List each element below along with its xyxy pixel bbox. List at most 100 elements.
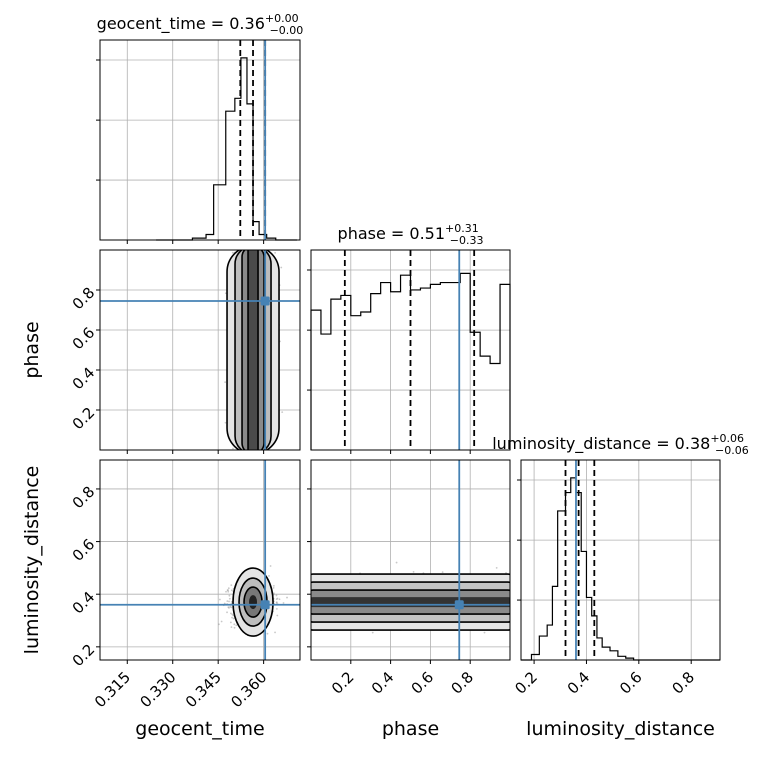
x-tick-label-luminosity_distance: 0.6 xyxy=(616,668,646,698)
y-tick-label-luminosity_distance: 0.6 xyxy=(69,535,99,565)
title-lower-error: −0.33 xyxy=(450,234,484,247)
sample-point xyxy=(230,589,233,592)
x-tick-label-phase: 0.6 xyxy=(408,668,438,698)
y-tick-label-phase: 0.4 xyxy=(69,364,99,394)
panel-frame xyxy=(99,249,301,451)
sample-point xyxy=(220,620,223,623)
sample-point xyxy=(274,631,276,634)
x-tick-label-geocent_time: 0.330 xyxy=(136,668,179,711)
contour-1 xyxy=(234,250,272,450)
x-tick-label-luminosity_distance: 0.2 xyxy=(511,668,541,698)
panel-title-phase: phase = 0.51+0.31 −0.33 xyxy=(338,222,484,247)
sample-point xyxy=(226,600,229,603)
contour-2 xyxy=(311,589,510,615)
sample-point xyxy=(483,631,486,634)
title-main: luminosity_distance = 0.38 xyxy=(492,434,710,454)
contour-0 xyxy=(311,573,510,631)
y-tick-label-luminosity_distance: 0.2 xyxy=(69,640,99,670)
panel-title-luminosity_distance: luminosity_distance = 0.38+0.06 −0.06 xyxy=(492,432,749,457)
sample-point xyxy=(275,601,278,604)
sample-point xyxy=(286,596,288,599)
sample-point xyxy=(371,631,374,634)
y-tick-label-phase: 0.6 xyxy=(69,324,99,354)
truth-marker xyxy=(260,600,270,610)
scatter-panel-phase-vs-luminosity_distance xyxy=(307,459,511,664)
sample-point xyxy=(231,613,234,616)
scatter-panel-geocent_time-vs-phase xyxy=(96,249,301,454)
y-tick-label-luminosity_distance: 0.8 xyxy=(69,483,99,513)
panel-frame xyxy=(310,459,511,661)
panel-title-geocent_time: geocent_time = 0.36+0.00 −0.00 xyxy=(97,12,304,37)
sample-point xyxy=(230,612,232,615)
histogram-step-geocent_time xyxy=(156,57,297,241)
sample-point xyxy=(227,590,230,593)
sample-point xyxy=(225,590,227,593)
sample-point xyxy=(272,586,275,589)
sample-point xyxy=(232,447,234,450)
sample-point xyxy=(282,602,285,604)
x-tick-label-geocent_time: 0.315 xyxy=(91,668,134,711)
x-axis-label-phase: phase xyxy=(382,718,439,740)
sample-point xyxy=(412,571,415,573)
truth-marker xyxy=(454,600,464,610)
y-axis-label-phase: phase xyxy=(21,321,43,378)
sample-point xyxy=(235,624,238,627)
sample-point xyxy=(231,251,234,254)
contour-0 xyxy=(232,567,274,637)
sample-point xyxy=(281,411,284,414)
title-main: geocent_time = 0.36 xyxy=(97,14,265,34)
title-upper-error: +0.00 xyxy=(265,12,299,25)
sample-point xyxy=(228,594,231,597)
y-tick-label-phase: 0.8 xyxy=(69,284,99,314)
sample-point xyxy=(276,614,279,617)
sample-point xyxy=(226,611,228,614)
x-tick-label-luminosity_distance: 0.4 xyxy=(564,668,594,698)
sample-point xyxy=(218,598,221,601)
contour-2 xyxy=(241,250,265,450)
x-tick-label-phase: 0.2 xyxy=(328,668,358,698)
panel-frame xyxy=(99,459,301,661)
histogram-step-luminosity_distance xyxy=(521,477,720,661)
sample-point xyxy=(266,632,269,635)
density-band-3 xyxy=(248,250,259,450)
hist-panel-phase xyxy=(307,249,511,454)
scatter-panel-geocent_time-vs-luminosity_distance xyxy=(96,459,301,664)
x-tick-label-geocent_time: 0.360 xyxy=(227,668,270,711)
sample-point xyxy=(232,617,235,620)
sample-point xyxy=(227,589,229,592)
contour-3 xyxy=(247,250,259,450)
sample-point xyxy=(233,626,236,629)
title-lower-error: −0.06 xyxy=(715,444,749,457)
density-core-3 xyxy=(249,595,258,610)
sample-point xyxy=(218,623,220,626)
y-tick-label-luminosity_distance: 0.4 xyxy=(69,588,99,618)
hist-panel-luminosity_distance xyxy=(517,459,721,664)
sample-point xyxy=(275,608,278,610)
sample-point xyxy=(495,566,498,569)
x-tick-label-geocent_time: 0.345 xyxy=(182,668,225,711)
panel-frame xyxy=(520,459,721,661)
x-tick-label-phase: 0.4 xyxy=(368,668,398,698)
sample-point xyxy=(227,587,230,590)
sample-point xyxy=(272,592,275,595)
sample-point xyxy=(272,584,275,587)
sample-point xyxy=(228,597,231,600)
y-axis-label-luminosity_distance: luminosity_distance xyxy=(21,466,43,655)
sample-point xyxy=(395,561,398,564)
y-tick-label-phase: 0.2 xyxy=(69,404,99,434)
hist-panel-geocent_time xyxy=(96,39,301,244)
title-upper-error: +0.31 xyxy=(445,222,479,235)
sample-point xyxy=(230,626,233,629)
panel-frame xyxy=(310,249,511,451)
sample-point xyxy=(274,251,277,254)
sample-point xyxy=(441,571,444,574)
x-tick-label-luminosity_distance: 0.8 xyxy=(668,668,698,698)
sample-point xyxy=(224,421,227,424)
sample-point xyxy=(269,565,272,567)
sample-point xyxy=(278,598,281,601)
sample-point xyxy=(228,607,230,609)
sample-point xyxy=(230,606,233,609)
contour-1 xyxy=(311,581,510,623)
title-lower-error: −0.00 xyxy=(270,24,304,37)
x-axis-label-luminosity_distance: luminosity_distance xyxy=(526,718,715,740)
